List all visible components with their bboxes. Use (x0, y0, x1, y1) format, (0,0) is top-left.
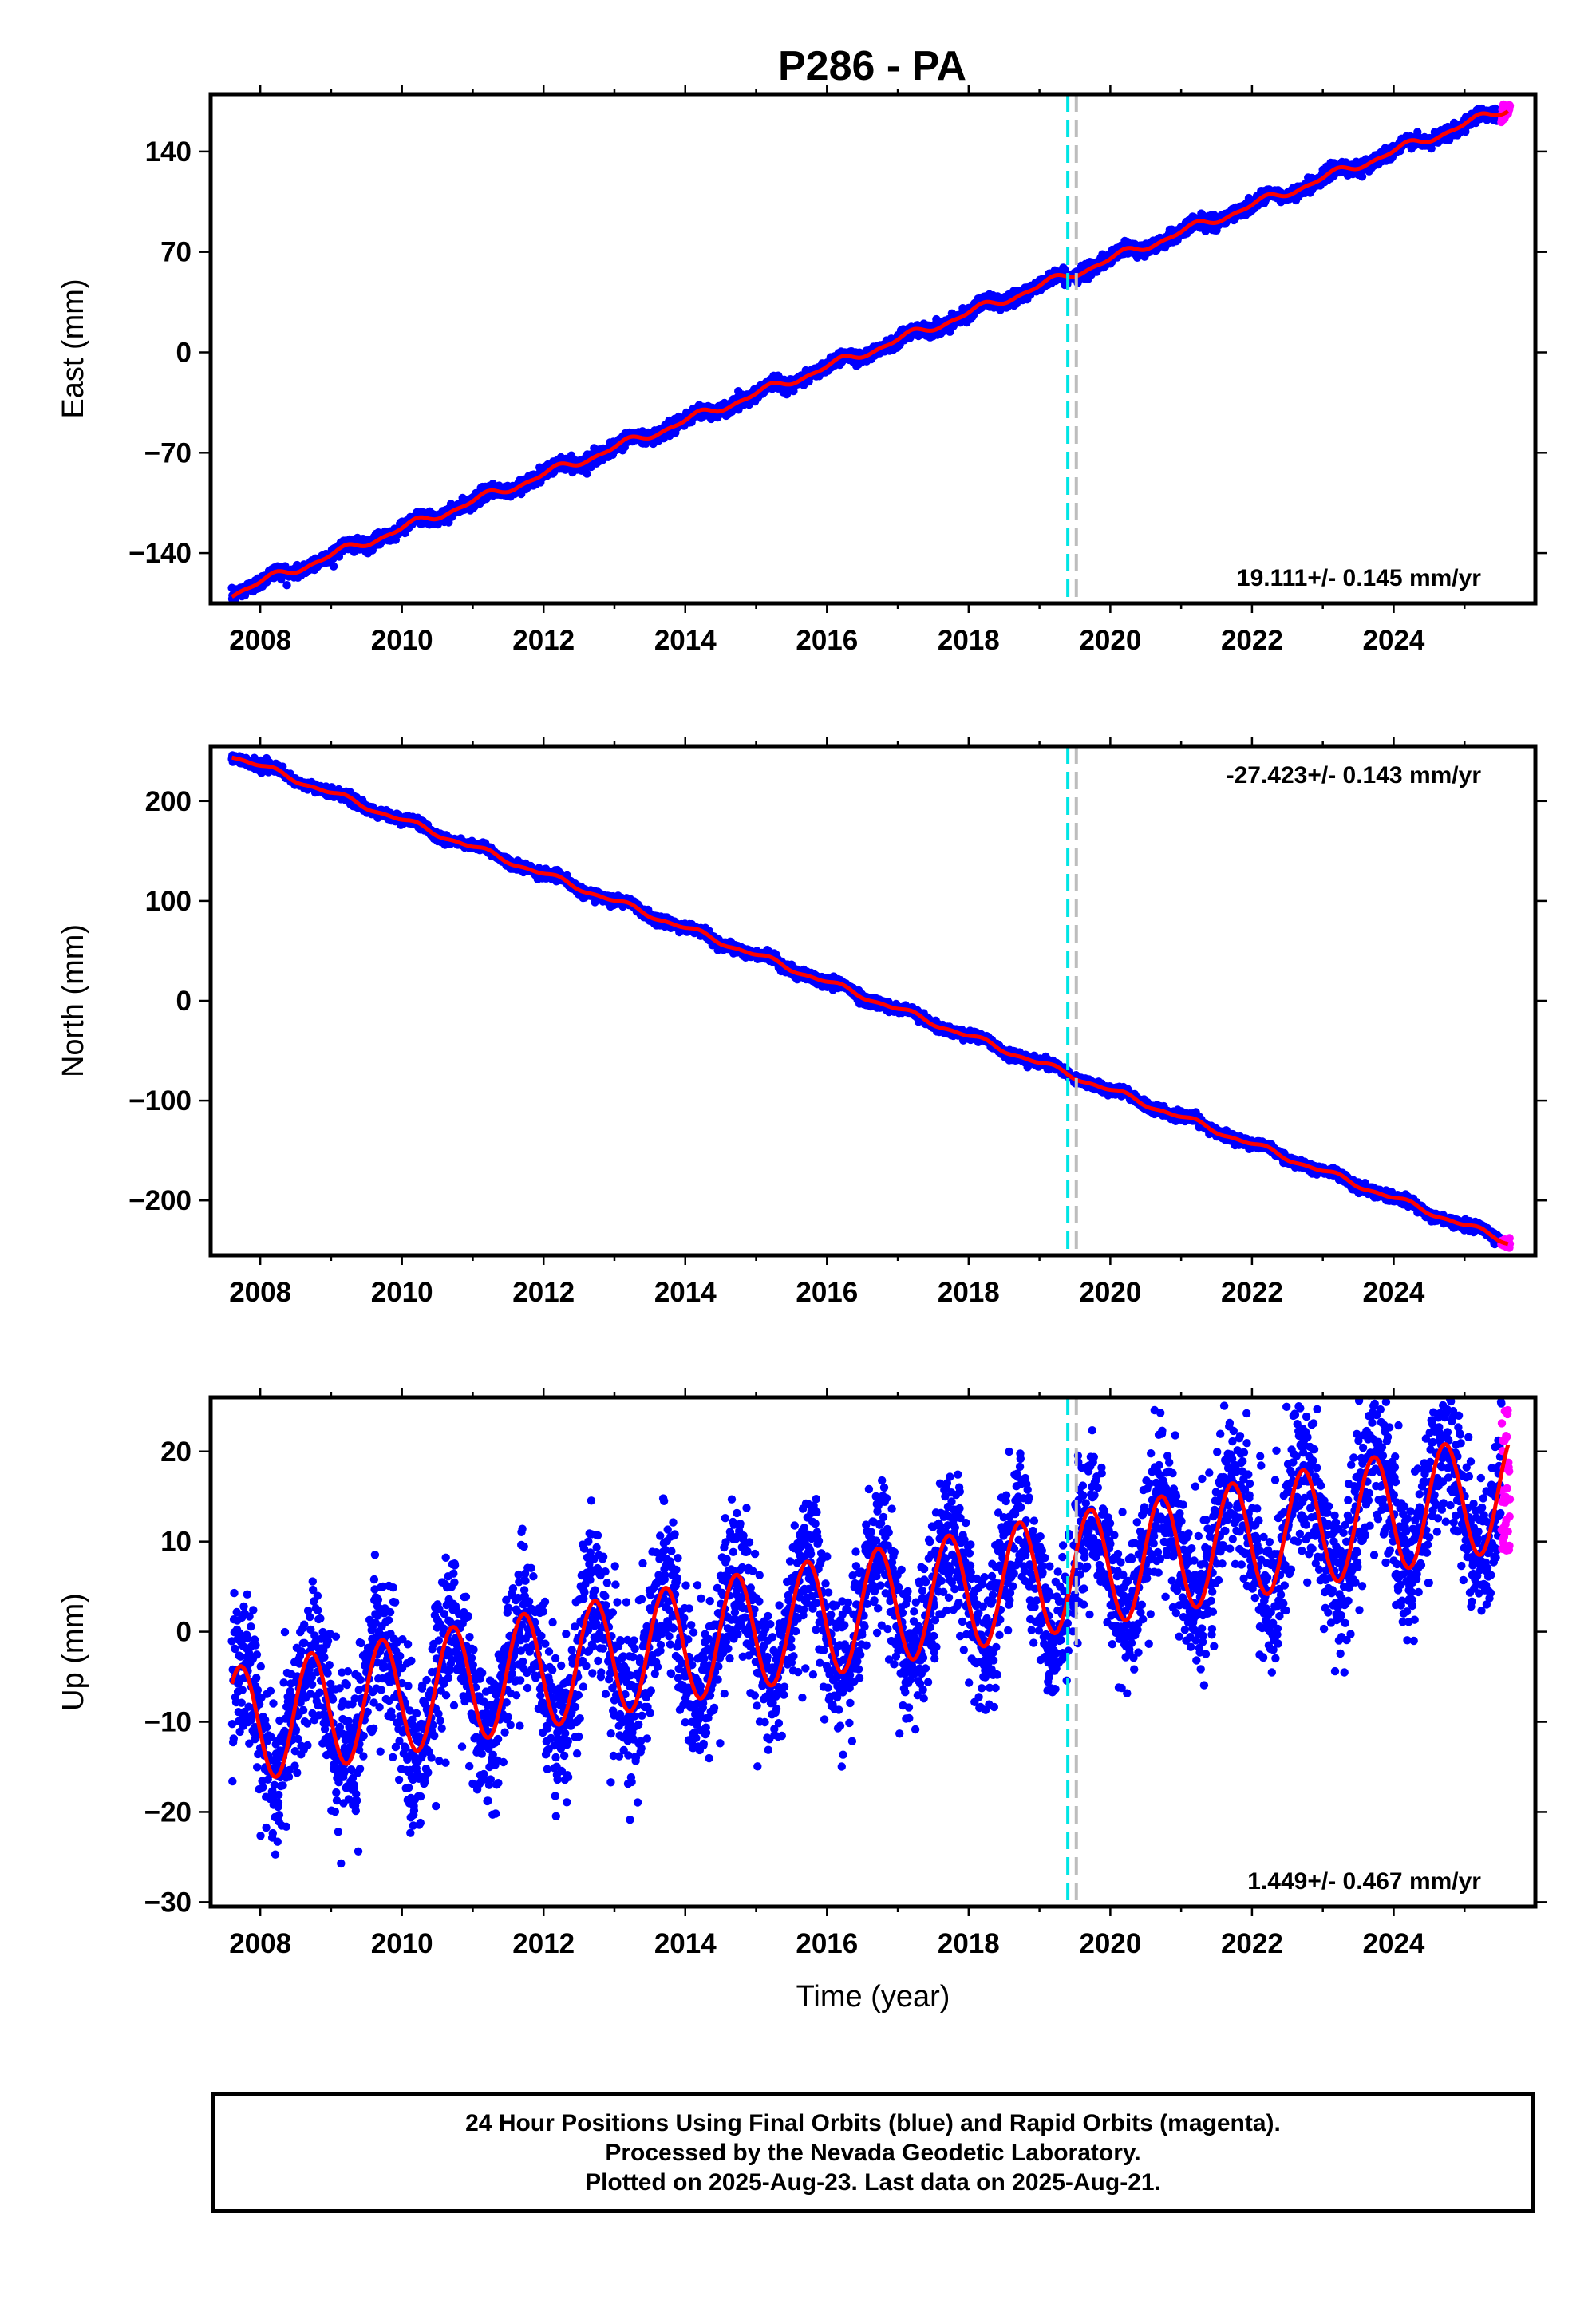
y-tick-label: 140 (145, 136, 192, 168)
panel-east: 2008 2010 2012 2014 2016 2018 2020 2022 2024 −140… (57, 85, 1547, 656)
y-tick-label: −140 (128, 538, 192, 569)
y-tick-label: −70 (144, 437, 192, 468)
panel-north: 2008 2010 2012 2014 2016 2018 2020 2022 2024−200… (57, 737, 1547, 1308)
rapid-orbit-point (1505, 101, 1515, 110)
x-tick-label: 2020 (1079, 625, 1141, 656)
rate-label: 19.111+/- 0.145 mm/yr (1237, 565, 1481, 591)
x-tick-label: 2018 (938, 625, 1000, 656)
data-points-east (227, 100, 1515, 603)
final-orbit-point (329, 562, 338, 571)
x-tick-label: 2016 (796, 625, 858, 656)
y-tick-label: 70 (160, 237, 192, 268)
y-tick-label: 0 (176, 337, 192, 368)
x-tick-label: 2014 (654, 625, 717, 656)
x-tick-label: 2008 (229, 625, 291, 656)
x-tick-label: 2010 (371, 625, 433, 656)
chart-title: P286 - PA (778, 43, 966, 89)
final-orbit-point (1357, 172, 1367, 181)
data-points-north (227, 751, 1515, 1252)
final-orbit-point (583, 469, 591, 478)
x-tick-label: 2022 (1221, 625, 1283, 656)
final-orbit-point (282, 581, 291, 590)
x-tick-label: 2012 (512, 625, 575, 656)
y-axis-label: East (mm) (57, 279, 90, 418)
x-tick-label: 2024 (1363, 625, 1425, 656)
